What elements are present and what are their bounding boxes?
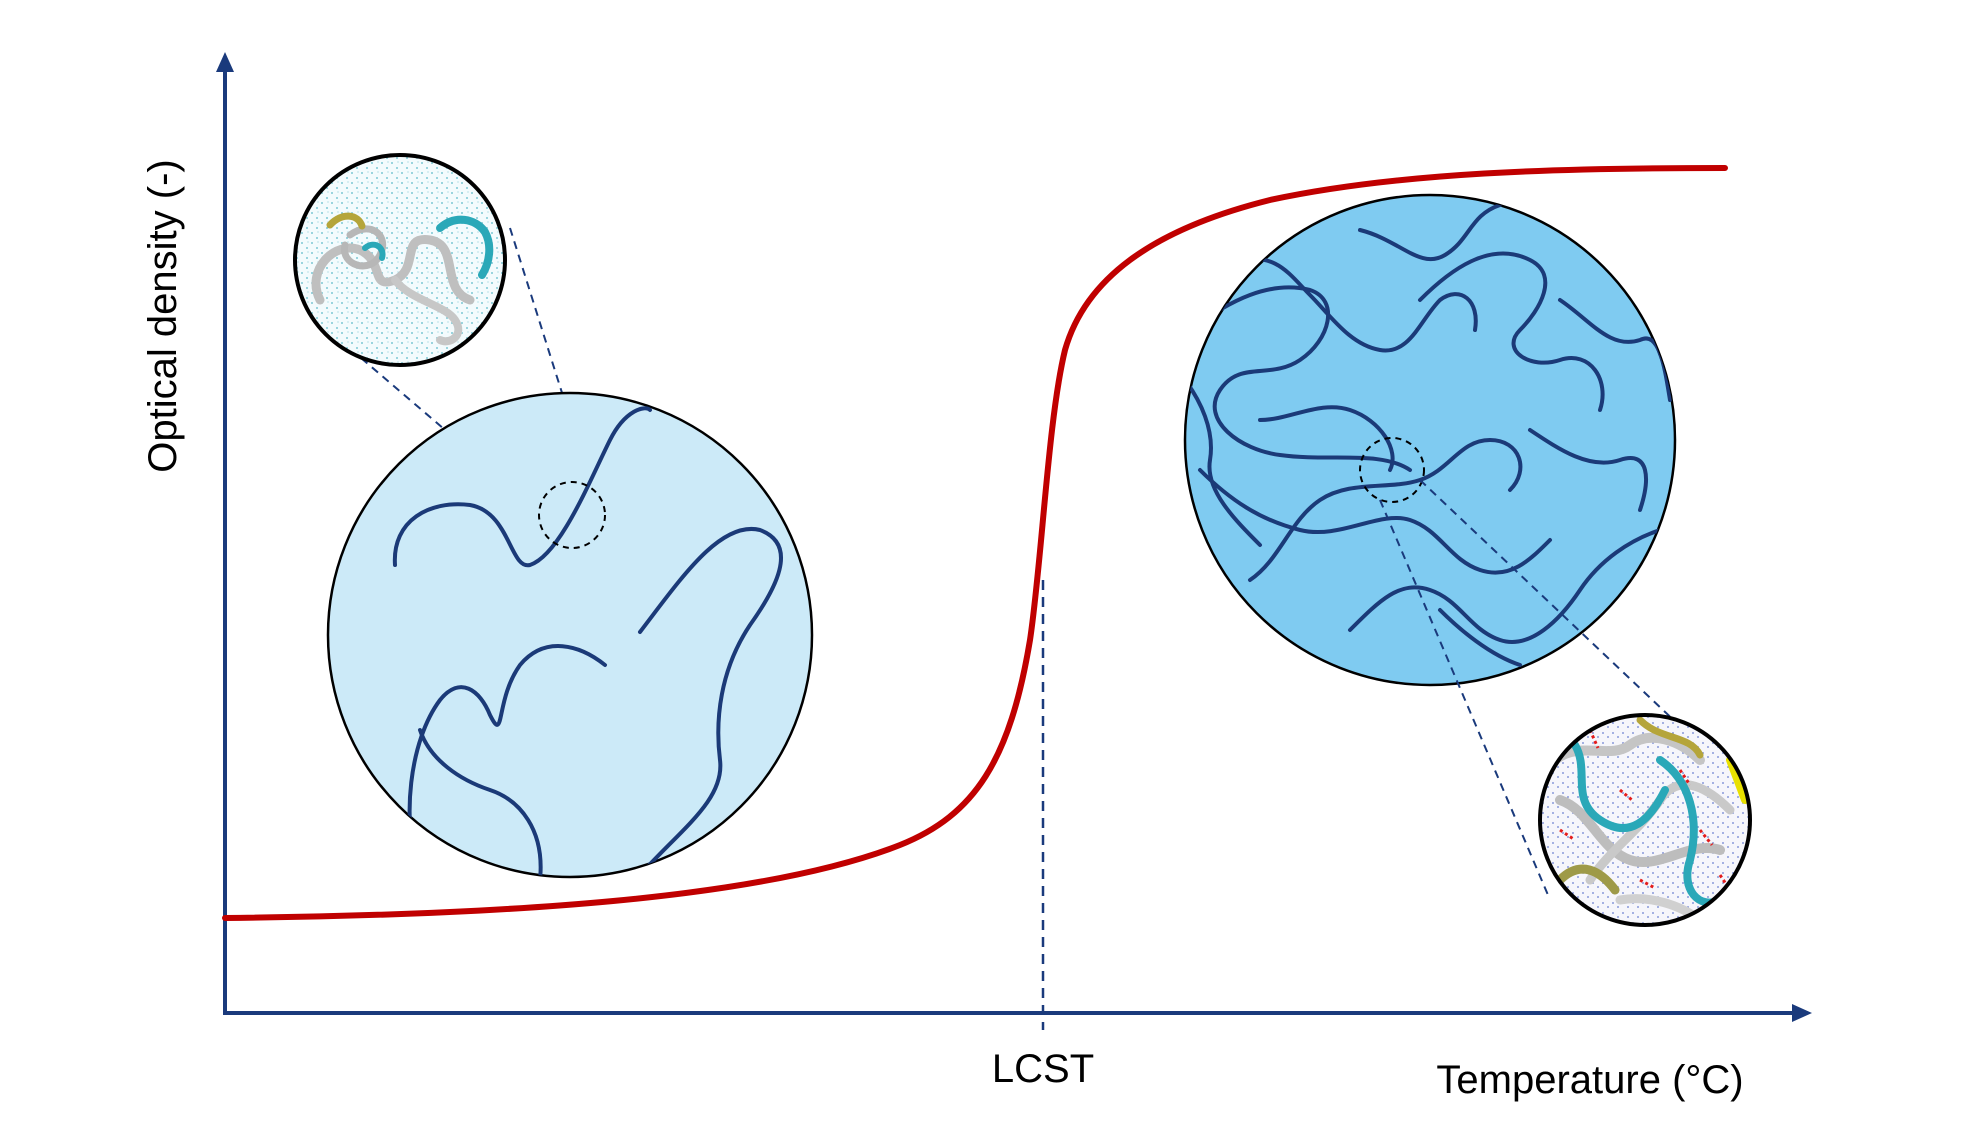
polymer-chain — [1358, 203, 1502, 262]
polymer-chain — [1185, 378, 1262, 547]
x-axis-label: Temperature (°C) — [1436, 1058, 1743, 1102]
polymer-chain — [1248, 437, 1523, 582]
x-axis-arrow-icon — [1792, 1004, 1812, 1022]
polymer-chain — [1528, 428, 1648, 512]
polymer-chain — [1198, 468, 1552, 575]
aggregated-polymer-snapshot-icon — [1538, 713, 1752, 927]
globule-zoom-connectors — [1379, 479, 1701, 896]
polymer-chain — [392, 406, 652, 568]
globule-zoom-spot — [1359, 437, 1425, 503]
polymer-chain — [418, 728, 543, 877]
polymer-chain — [1188, 285, 1412, 472]
polymer-chain — [1438, 608, 1522, 667]
optical-density-curve — [222, 165, 1728, 921]
lcst-label: LCST — [992, 1047, 1094, 1091]
polymer-chain — [1348, 528, 1662, 644]
polymer-chain — [1258, 405, 1395, 472]
coil-state-circle — [326, 391, 814, 879]
polymer-chain — [407, 644, 607, 877]
axes — [216, 52, 1812, 1022]
polymer-chain — [1418, 251, 1605, 412]
polymer-chain — [638, 526, 783, 877]
globule-state-circle — [1183, 193, 1677, 687]
polymer-chain — [1233, 256, 1478, 353]
polymer-chain — [1558, 298, 1672, 402]
solvated-polymer-snapshot-icon — [293, 153, 507, 367]
y-axis-label: Optical density (-) — [141, 159, 185, 472]
coil-zoom-spot — [538, 481, 606, 549]
y-axis-arrow-icon — [216, 52, 234, 72]
